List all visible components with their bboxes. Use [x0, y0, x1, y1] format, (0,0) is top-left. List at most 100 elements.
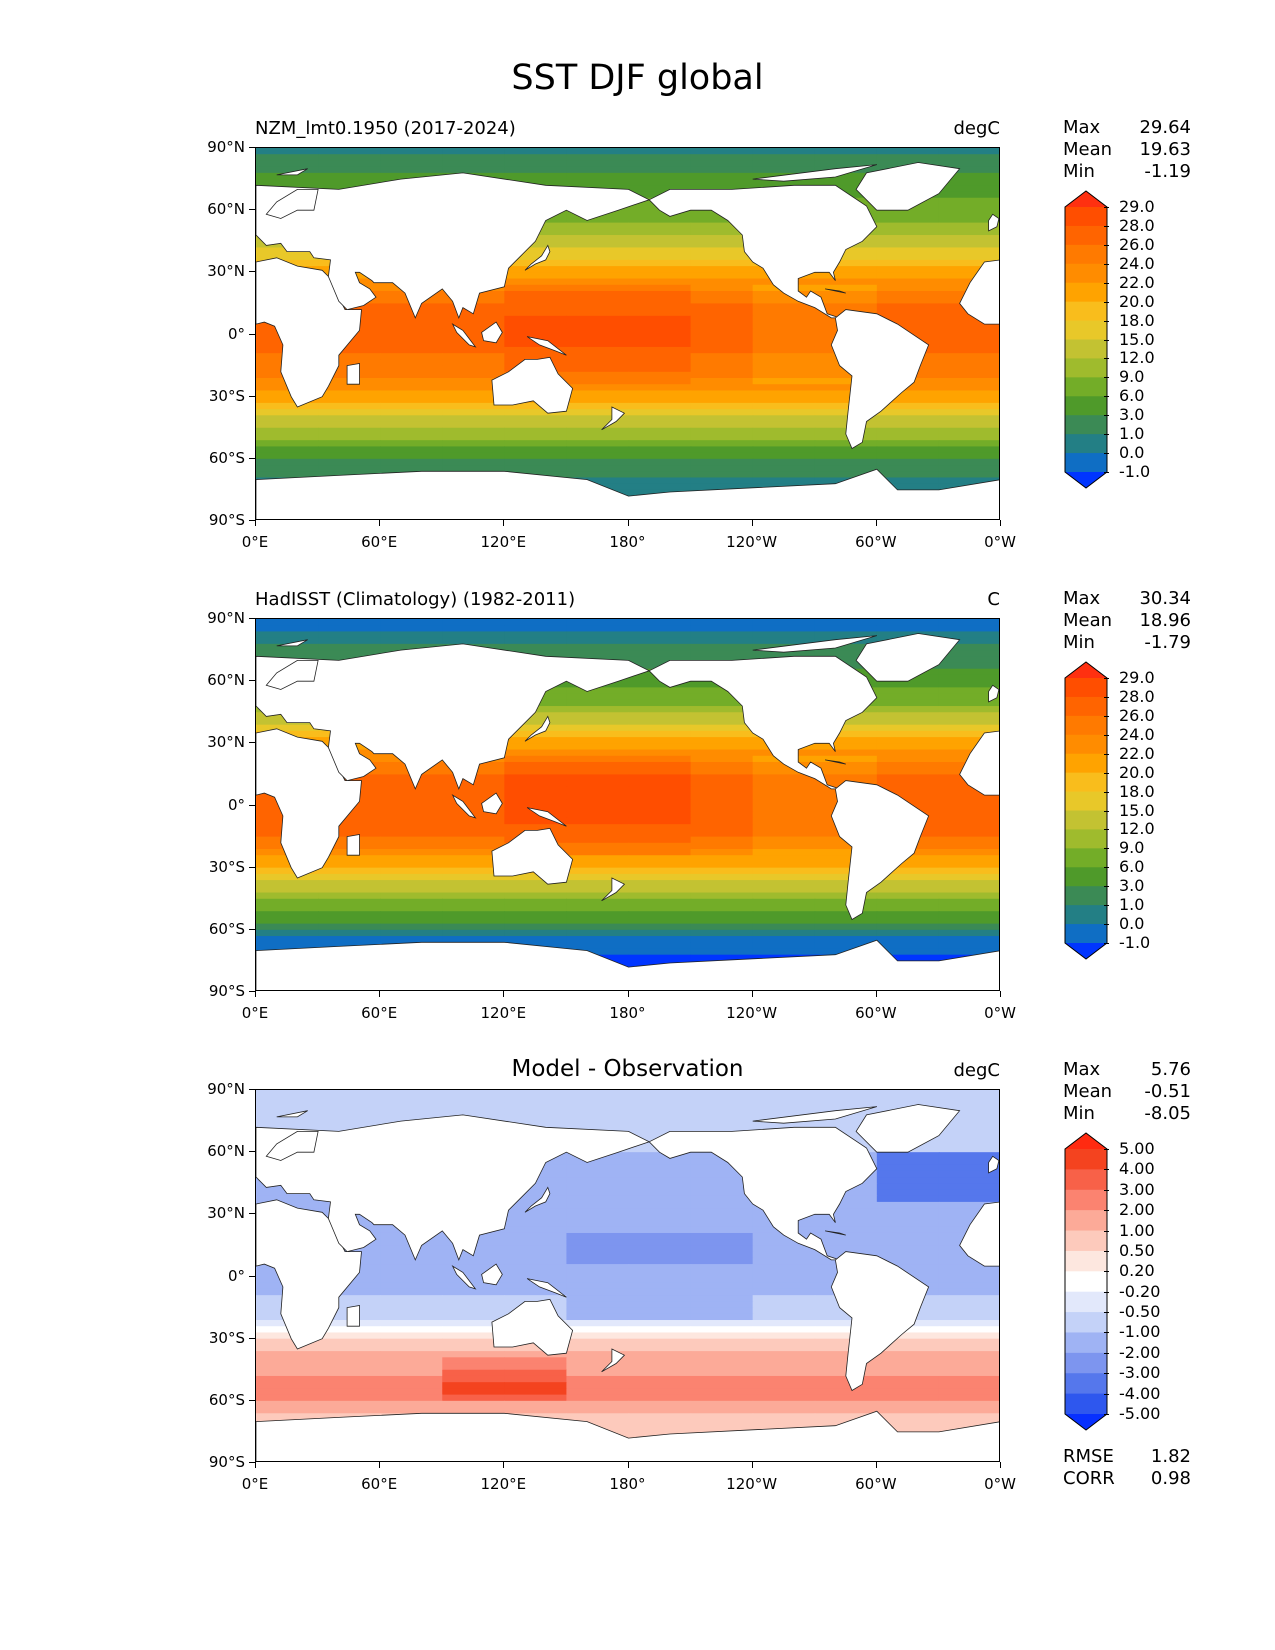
ocean-band: [938, 185, 999, 193]
ocean-band: [504, 1394, 568, 1402]
colorbar-tick: [1104, 810, 1109, 812]
ocean-band: [628, 384, 692, 392]
ocean-band: [814, 1320, 878, 1327]
ocean-band: [442, 328, 505, 336]
ocean-band: [690, 1407, 754, 1414]
ocean-band: [628, 892, 692, 900]
ocean-band: [876, 948, 940, 956]
ocean-band: [566, 892, 630, 900]
ocean-band: [504, 1407, 568, 1414]
land-new-guinea: [526, 336, 567, 356]
ocean-band: [504, 625, 568, 633]
ocean-band: [566, 241, 630, 249]
ocean-band: [876, 1232, 940, 1240]
ocean-band: [628, 861, 692, 869]
ocean-band: [938, 1363, 999, 1371]
ocean-band: [442, 1351, 505, 1358]
ocean-band: [628, 1369, 692, 1377]
ocean-band: [442, 390, 505, 398]
ocean-band: [566, 886, 630, 894]
colorbar-tick: [1104, 1250, 1109, 1252]
ocean-band: [752, 179, 816, 186]
ocean-band: [628, 303, 692, 311]
ocean-band: [814, 148, 878, 155]
colorbar-tick: [1104, 1169, 1109, 1171]
ocean-band: [318, 465, 381, 472]
land-svalbard: [276, 639, 308, 647]
colorbar-segment: [1065, 1373, 1107, 1395]
ocean-band: [814, 1351, 878, 1358]
ocean-band: [938, 911, 999, 918]
ocean-band: [628, 774, 692, 782]
ocean-band: [380, 805, 443, 813]
ocean-band: [504, 786, 568, 794]
ocean-band: [442, 166, 505, 174]
ocean-band: [752, 1264, 816, 1271]
ocean-band: [566, 1351, 630, 1358]
ocean-band: [690, 465, 754, 472]
ocean-band: [876, 315, 940, 323]
ocean-band: [628, 786, 692, 794]
stat-max-label: Max: [1063, 1059, 1101, 1080]
ocean-band: [256, 1090, 319, 1097]
ocean-band: [752, 1307, 816, 1315]
ocean-band: [814, 409, 878, 416]
ocean-band: [938, 619, 999, 626]
y-tick-mark: [249, 1213, 255, 1215]
ocean-band: [938, 402, 999, 410]
ocean-band: [690, 1108, 754, 1116]
ocean-band: [628, 1102, 692, 1110]
land-arctic-islands: [752, 1106, 877, 1124]
ocean-band: [752, 799, 816, 807]
ocean-band: [876, 1208, 940, 1215]
ocean-band: [690, 929, 754, 937]
ocean-band: [256, 917, 319, 925]
ocean-band: [752, 390, 816, 398]
ocean-band: [628, 1127, 692, 1135]
ocean-band: [938, 917, 999, 925]
ocean-band: [504, 774, 568, 782]
ocean-band: [752, 440, 816, 447]
ocean-band: [566, 904, 630, 912]
ocean-band: [628, 210, 692, 217]
colorbar-tick: [1104, 1189, 1109, 1191]
ocean-band: [380, 1295, 443, 1302]
ocean-band: [814, 923, 878, 931]
ocean-band: [380, 148, 443, 155]
ocean-band: [690, 1332, 754, 1340]
ocean-band: [442, 371, 505, 379]
ocean-band: [318, 817, 381, 825]
ocean-band: [504, 1388, 568, 1396]
ocean-band: [876, 235, 940, 242]
ocean-band: [876, 855, 940, 863]
ocean-band: [690, 625, 754, 633]
ocean-band: [628, 1090, 692, 1097]
ocean-band: [566, 446, 630, 454]
ocean-band: [628, 1363, 692, 1371]
ocean-band: [442, 1313, 505, 1321]
y-tick-mark: [249, 618, 255, 619]
ocean-band: [814, 1313, 878, 1321]
ocean-band: [628, 1183, 692, 1191]
ocean-band: [690, 892, 754, 900]
ocean-band: [690, 235, 754, 242]
ocean-band: [876, 266, 940, 273]
ocean-band: [318, 433, 381, 441]
ocean-band: [318, 923, 381, 931]
ocean-band: [814, 253, 878, 261]
ocean-band: [938, 656, 999, 664]
ocean-band: [504, 172, 568, 180]
colorbar-tick-label: 6.0: [1119, 857, 1145, 877]
ocean-band: [628, 1301, 692, 1309]
ocean-band: [876, 297, 940, 305]
ocean-band: [876, 1226, 940, 1234]
ocean-band: [628, 396, 692, 404]
ocean-band: [504, 1226, 568, 1234]
ocean-band: [628, 216, 692, 224]
ocean-band: [566, 1177, 630, 1184]
ocean-band: [442, 917, 505, 925]
ocean-band: [380, 1108, 443, 1116]
ocean-band: [752, 452, 816, 460]
land-west-africa: [959, 730, 999, 796]
ocean-band: [318, 1351, 381, 1358]
